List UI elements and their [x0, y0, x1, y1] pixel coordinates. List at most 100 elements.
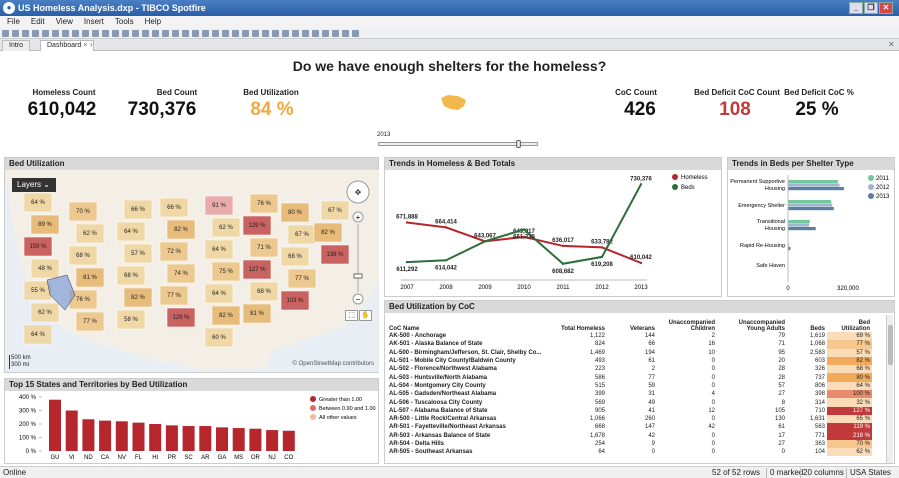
- coc-table-row[interactable]: AL-500 - Birmingham/Jefferson, St. Clair…: [387, 348, 872, 357]
- heat-map-icon[interactable]: [182, 30, 189, 37]
- filter-icon[interactable]: [62, 30, 69, 37]
- coc-table-row[interactable]: AL-501 - Mobile City County/Baldwin Coun…: [387, 356, 872, 366]
- restore-button[interactable]: ❐: [864, 2, 878, 14]
- coc-table-row[interactable]: AL-505 - Gadsden/Northeast Alabama 399 31 4…: [387, 390, 872, 399]
- close-button[interactable]: ✕: [879, 2, 893, 14]
- select-tool-icon[interactable]: ⬚: [345, 310, 358, 321]
- table-icon[interactable]: [72, 30, 79, 37]
- panels-icon[interactable]: [312, 30, 319, 37]
- 3d-scatter-icon[interactable]: [152, 30, 159, 37]
- menu-edit[interactable]: Edit: [30, 17, 45, 26]
- script-icon[interactable]: [282, 30, 289, 37]
- map-state-region: [116, 309, 146, 330]
- tools-icon[interactable]: [292, 30, 299, 37]
- coc-table-row[interactable]: AL-507 - Alabama Balance of State 905 41 12…: [387, 406, 872, 415]
- coc-table-cell: 515: [594, 382, 605, 389]
- filter-panel-icon[interactable]: [332, 30, 339, 37]
- trends-line-chart[interactable]: 2007 2008 2009 2010 2011 2012 2013 671,888 664,4…: [385, 170, 721, 297]
- line-chart-icon[interactable]: [112, 30, 119, 37]
- combo-chart-icon[interactable]: [122, 30, 129, 37]
- coc-column-header[interactable]: CoC Name: [389, 326, 420, 332]
- map-chart-icon[interactable]: [162, 30, 169, 37]
- layout-icon[interactable]: [302, 30, 309, 37]
- top15-bar-chart[interactable]: 0 % 100 % 200 % 300 % 400 % GU VI ND CA NV FL HI PR S…: [5, 391, 378, 464]
- coc-table-cell: 17: [778, 432, 785, 439]
- scatter-plot-icon[interactable]: [142, 30, 149, 37]
- coc-table-row[interactable]: AR-504 - Delta Hills 254 9 0 27 363 70 %: [387, 439, 872, 449]
- zoom-slider-thumb[interactable]: [353, 273, 363, 279]
- menu-help[interactable]: Help: [144, 17, 162, 26]
- globe-icon[interactable]: [252, 30, 259, 37]
- coc-column-header[interactable]: Unaccompanied Children: [668, 320, 715, 332]
- bookmark-icon[interactable]: [272, 30, 279, 37]
- zoom-out-button[interactable]: [352, 293, 364, 305]
- layers-button[interactable]: Layers ⌄: [12, 178, 56, 192]
- bar-chart-icon[interactable]: [102, 30, 109, 37]
- coc-table-row[interactable]: AR-501 - Fayetteville/Northeast Arkansas…: [387, 423, 872, 432]
- pan-control-icon[interactable]: [346, 180, 370, 204]
- coc-table-row[interactable]: AL-503 - Huntsville/North Alabama 586 77 0 2…: [387, 373, 872, 382]
- parallel-plot-icon[interactable]: [192, 30, 199, 37]
- year-slider-thumb[interactable]: [516, 140, 522, 148]
- map-attribution: © OpenStreetMap contributors: [292, 361, 374, 367]
- details-icon[interactable]: [322, 30, 329, 37]
- coc-column-header[interactable]: Total Homeless: [561, 326, 605, 332]
- coc-table-row[interactable]: AL-502 - Florence/Northwest Alabama 223 2 0…: [387, 365, 872, 374]
- coc-table-row[interactable]: AR-505 - Southeast Arkansas 64 0 0 0 104 62 %: [387, 448, 872, 457]
- print-icon[interactable]: [32, 30, 39, 37]
- redo-icon[interactable]: [52, 30, 59, 37]
- zoom-in-button[interactable]: [352, 211, 364, 223]
- coc-table[interactable]: CoC Name Total Homeless Veterans Unaccompan…: [387, 315, 872, 457]
- coc-table-cell: 95: [778, 349, 785, 356]
- treemap-icon[interactable]: [172, 30, 179, 37]
- fullscreen-icon[interactable]: [352, 30, 359, 37]
- graphical-table-icon[interactable]: [92, 30, 99, 37]
- coc-column-header[interactable]: Bed Utilization: [841, 320, 870, 332]
- coc-table-scroll-thumb[interactable]: [888, 325, 893, 365]
- us-minimap[interactable]: [438, 92, 470, 114]
- menu-tools[interactable]: Tools: [114, 17, 134, 26]
- tab-intro[interactable]: Intro: [2, 40, 31, 51]
- coc-column-header[interactable]: Beds: [810, 326, 825, 332]
- menu-file[interactable]: File: [7, 17, 20, 26]
- crosstable-icon[interactable]: [82, 30, 89, 37]
- pie-chart-icon[interactable]: [132, 30, 139, 37]
- coc-table-row[interactable]: AR-503 - Arkansas Balance of State 1,678 4…: [387, 431, 872, 440]
- tab-dashboard[interactable]: Dashboard ×: [40, 40, 95, 51]
- coc-table-row[interactable]: AK-500 - Anchorage 1,122 144 2 79 1,619 69 %: [387, 332, 872, 341]
- pan-tool-icon[interactable]: ✋: [359, 310, 372, 321]
- tab-close-all-icon[interactable]: ✕: [888, 40, 895, 49]
- coc-column-header[interactable]: Unaccompanied Young Adults: [738, 320, 785, 332]
- status-table-name[interactable]: USA States: [850, 468, 891, 477]
- shelter-legend-swatch: [868, 193, 874, 199]
- coc-column-header[interactable]: Veterans: [629, 326, 655, 332]
- coc-table-cell: 8: [781, 399, 785, 406]
- map-chart[interactable]: 64 % 89 % 159 % 48 % 55 % 62 % 64 % 70 % 62 % 68 …: [5, 170, 379, 372]
- data-panel-icon[interactable]: [342, 30, 349, 37]
- data-function-icon[interactable]: [262, 30, 269, 37]
- summary-table-icon[interactable]: [202, 30, 209, 37]
- save-icon[interactable]: [22, 30, 29, 37]
- new-icon[interactable]: [2, 30, 9, 37]
- undo-icon[interactable]: [42, 30, 49, 37]
- coc-table-row[interactable]: AK-501 - Alaska Balance of State 824 66 16 7…: [387, 340, 872, 349]
- text-area-icon[interactable]: [222, 30, 229, 37]
- map-state-region: [159, 285, 189, 306]
- close-tab-icon[interactable]: ×: [83, 42, 88, 49]
- year-slider[interactable]: [378, 140, 538, 148]
- minimize-button[interactable]: _: [849, 2, 863, 14]
- coc-table-row[interactable]: AR-500 - Little Rock/Central Arkansas 1,0…: [387, 414, 872, 424]
- box-plot-icon[interactable]: [212, 30, 219, 37]
- waterfall-icon[interactable]: [242, 30, 249, 37]
- map-selection-lasso[interactable]: [46, 274, 76, 311]
- open-icon[interactable]: [12, 30, 19, 37]
- menu-view[interactable]: View: [55, 17, 73, 26]
- status-sep: [766, 468, 767, 478]
- coc-table-row[interactable]: AL-506 - Tuscaloosa City County 569 49 0 8 31…: [387, 398, 872, 407]
- kpi-chart-icon[interactable]: [232, 30, 239, 37]
- add-tab-icon[interactable]: ›: [90, 40, 93, 49]
- menu-insert[interactable]: Insert: [83, 17, 104, 26]
- coc-table-row[interactable]: AL-504 - Montgomery City County 515 59 0 57 8…: [387, 381, 872, 391]
- coc-table-scrollbar[interactable]: [886, 315, 893, 463]
